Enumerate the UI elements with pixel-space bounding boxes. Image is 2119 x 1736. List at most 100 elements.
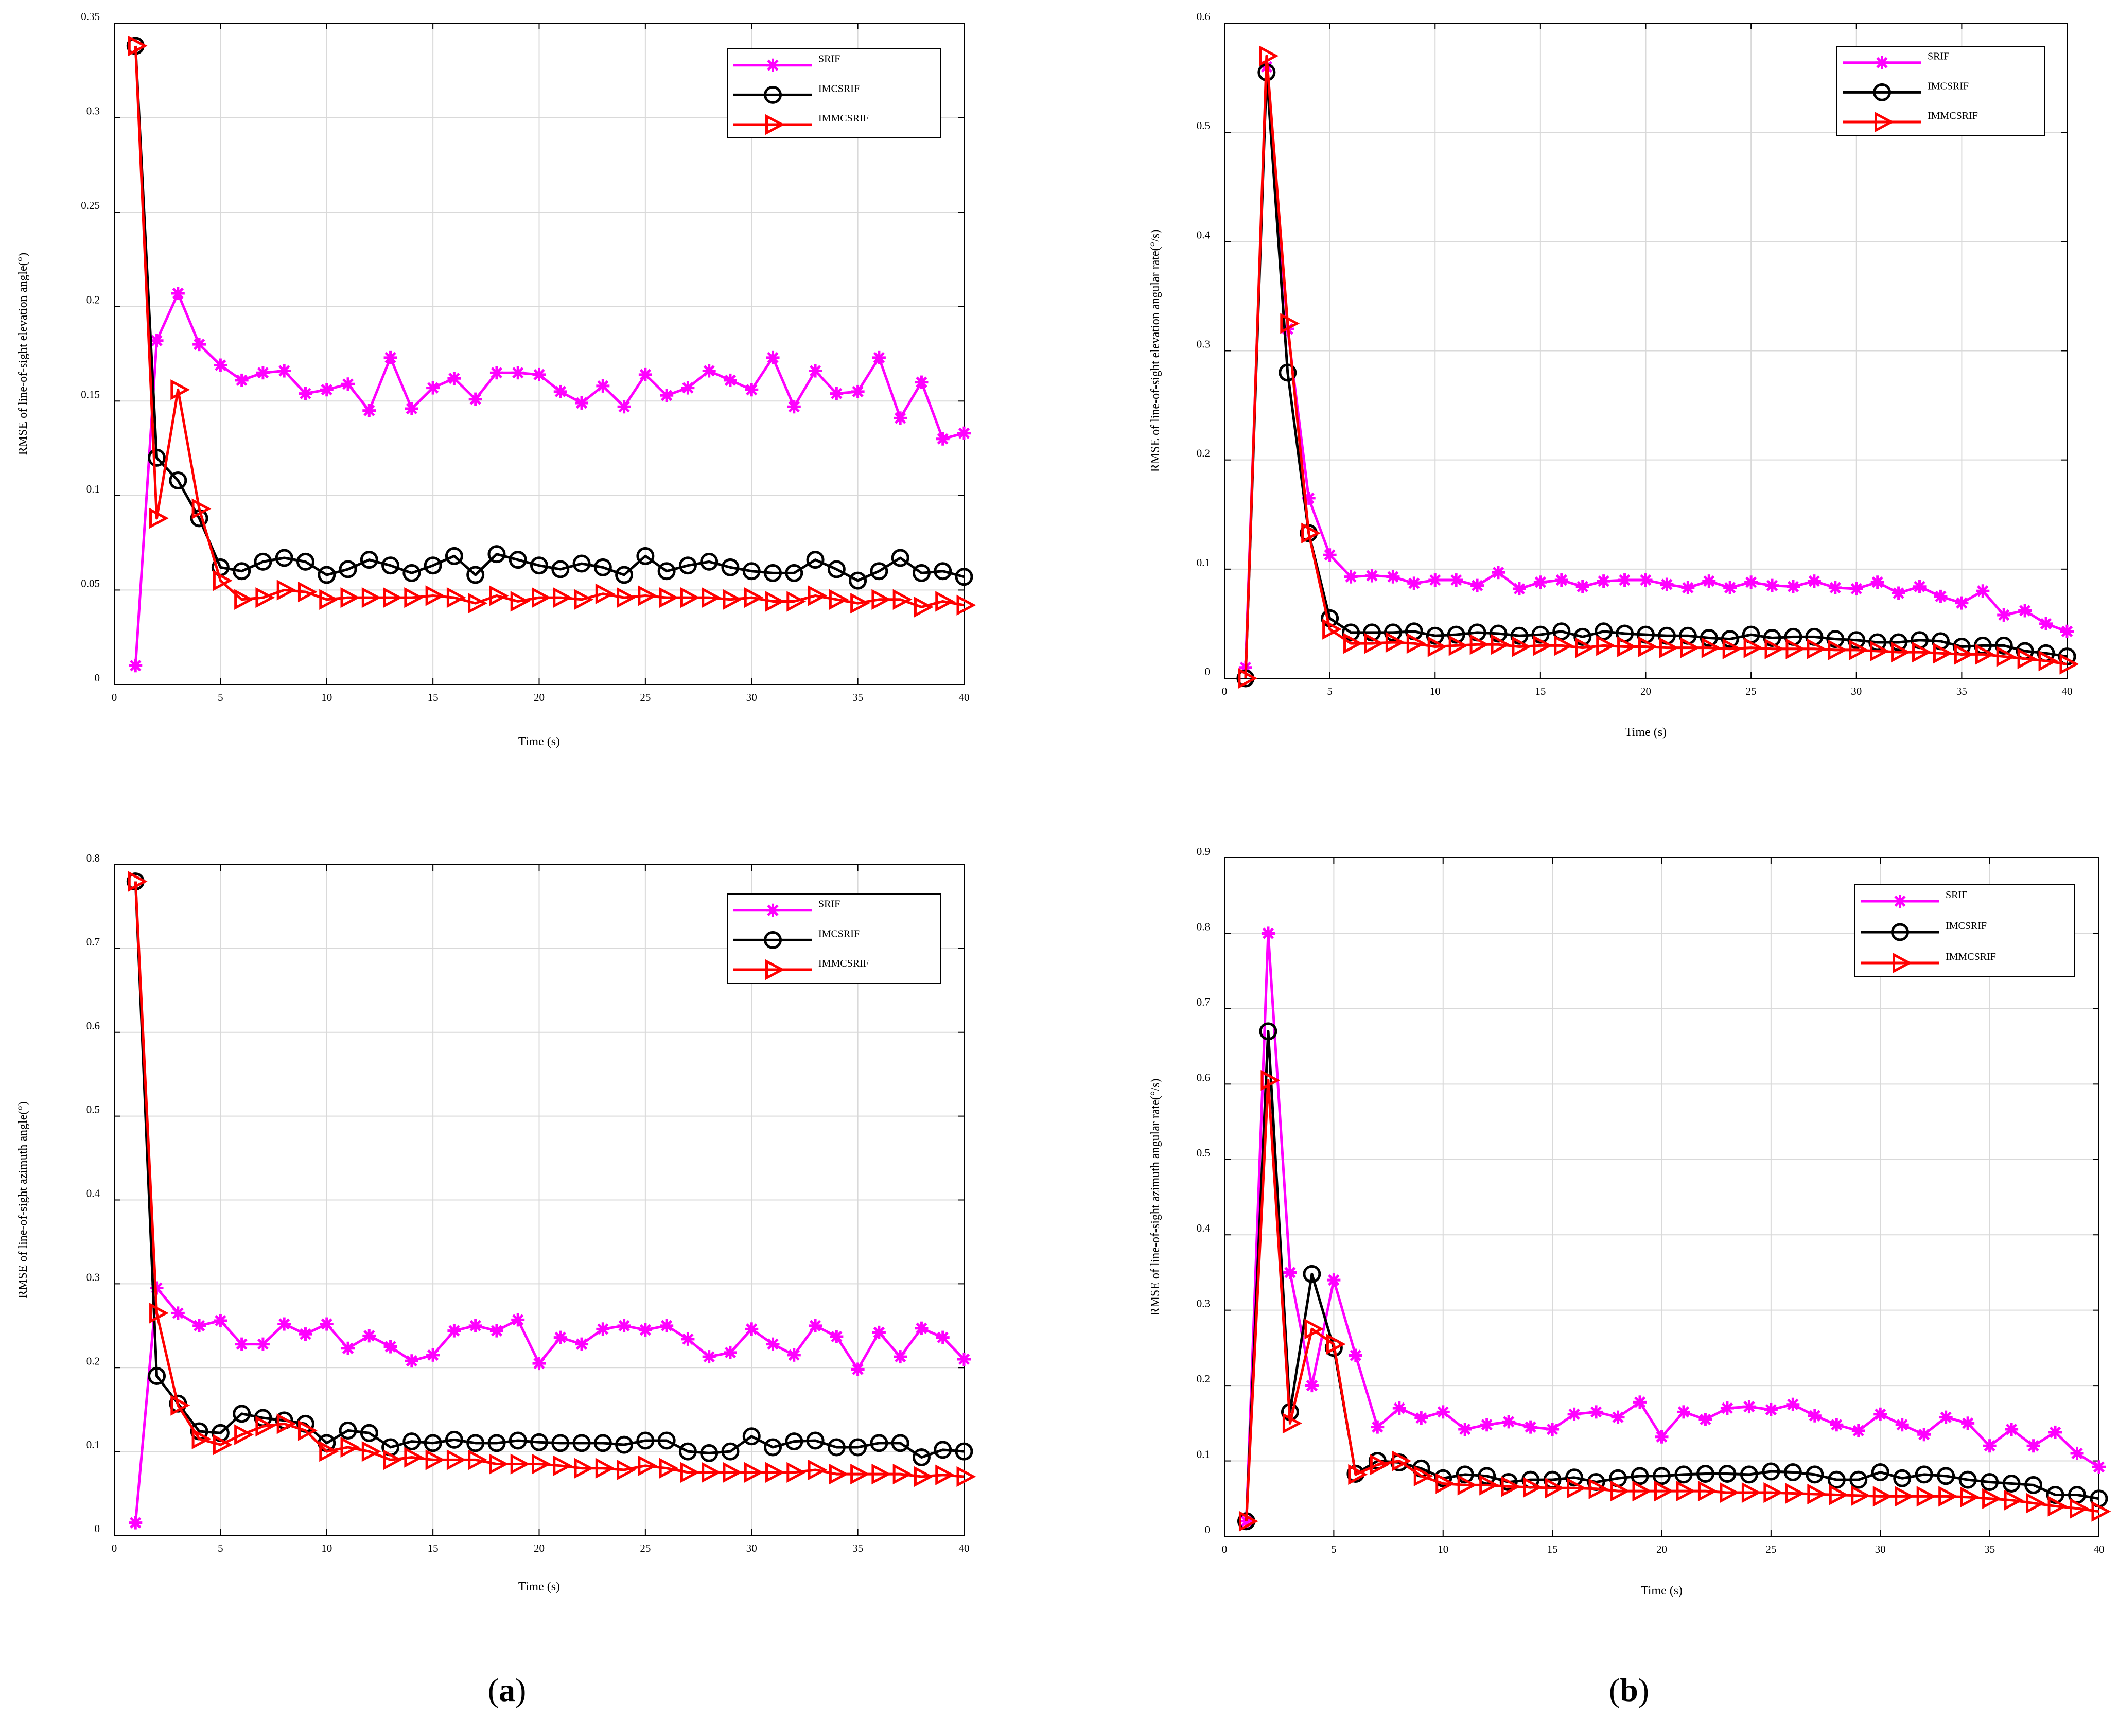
data-point bbox=[892, 589, 913, 610]
data-point bbox=[339, 1421, 357, 1440]
data-point bbox=[1933, 643, 1953, 664]
data-point bbox=[1428, 573, 1442, 587]
legend-label: IMMCSRIF bbox=[1928, 110, 1978, 121]
data-point bbox=[849, 571, 867, 590]
data-point bbox=[192, 1319, 206, 1332]
legend-marker bbox=[1873, 83, 1891, 101]
data-point bbox=[1238, 668, 1258, 689]
data-point bbox=[936, 1330, 950, 1344]
data-point bbox=[297, 581, 318, 603]
data-point bbox=[1554, 635, 1574, 656]
data-point bbox=[1849, 1470, 1868, 1489]
y-tick-label: 0.6 bbox=[86, 1020, 100, 1032]
data-point bbox=[957, 426, 971, 440]
data-point bbox=[553, 1330, 567, 1344]
x-tick-label: 5 bbox=[1331, 1543, 1337, 1555]
data-point bbox=[1322, 619, 1342, 640]
data-point bbox=[2070, 1498, 2089, 1519]
data-point bbox=[214, 1314, 227, 1328]
data-point bbox=[1720, 1401, 1734, 1415]
y-tick-label: 0.3 bbox=[86, 1271, 100, 1283]
data-point bbox=[1617, 636, 1637, 657]
data-point bbox=[1427, 636, 1447, 657]
data-point bbox=[1937, 1467, 1955, 1485]
data-point bbox=[361, 587, 381, 608]
data-point bbox=[1364, 633, 1384, 654]
data-point bbox=[2039, 617, 2053, 630]
data-point bbox=[511, 366, 525, 380]
legend-label: SRIF bbox=[818, 54, 840, 65]
data-point bbox=[934, 1441, 952, 1459]
data-point bbox=[1982, 1488, 2002, 1509]
y-axis-label: RMSE of line-of-sight elevation angular … bbox=[1149, 230, 1162, 472]
data-point bbox=[129, 1516, 143, 1530]
data-point bbox=[1447, 625, 1465, 644]
x-tick-label: 10 bbox=[1438, 1543, 1448, 1555]
series-line bbox=[134, 1287, 965, 1523]
legend-box bbox=[1836, 46, 2045, 136]
x-tick-label: 25 bbox=[640, 691, 651, 704]
data-point bbox=[426, 1348, 440, 1362]
data-point bbox=[1895, 1486, 1915, 1507]
x-tick-label: 40 bbox=[2062, 685, 2073, 697]
y-axis-label: RMSE of line-of-sight azimuth angle(°) bbox=[16, 1101, 30, 1299]
data-point bbox=[256, 1337, 270, 1351]
data-point bbox=[1762, 1462, 1780, 1481]
data-point bbox=[1975, 644, 1995, 665]
data-point bbox=[445, 547, 463, 565]
data-point bbox=[532, 587, 551, 608]
data-point bbox=[871, 1463, 891, 1485]
data-point bbox=[1660, 577, 1674, 591]
data-point bbox=[849, 1438, 867, 1457]
data-point bbox=[1994, 636, 2013, 655]
data-point bbox=[1806, 1465, 1824, 1484]
data-point bbox=[1533, 575, 1547, 589]
data-point bbox=[1343, 633, 1363, 654]
data-point bbox=[1595, 622, 1613, 641]
data-point bbox=[510, 1453, 530, 1475]
data-point bbox=[1301, 522, 1321, 543]
series-immcsrif bbox=[128, 871, 976, 1487]
data-point bbox=[1955, 596, 1969, 610]
data-point bbox=[1720, 1482, 1740, 1503]
data-point bbox=[510, 591, 530, 612]
data-point bbox=[1912, 641, 1932, 663]
data-point bbox=[192, 338, 206, 352]
data-point bbox=[891, 549, 909, 567]
data-point bbox=[1448, 635, 1468, 656]
data-point bbox=[766, 350, 780, 364]
data-point bbox=[1954, 644, 1974, 665]
data-point bbox=[339, 560, 357, 578]
series-line bbox=[134, 881, 965, 1478]
data-point bbox=[489, 366, 503, 380]
x-tick-label: 30 bbox=[1875, 1543, 1886, 1555]
data-point bbox=[595, 583, 615, 604]
data-point bbox=[830, 387, 844, 400]
data-point bbox=[468, 392, 482, 406]
data-point bbox=[956, 594, 976, 616]
data-point bbox=[744, 1462, 764, 1483]
data-point bbox=[234, 589, 254, 610]
data-point bbox=[148, 1367, 166, 1386]
legend-label: IMMCSRIF bbox=[818, 958, 869, 969]
data-point bbox=[1721, 630, 1739, 648]
y-tick-label: 0.7 bbox=[1197, 996, 1210, 1008]
data-point bbox=[319, 1441, 339, 1462]
legend-label: SRIF bbox=[818, 899, 840, 910]
legend-label: IMCSRIF bbox=[818, 83, 860, 94]
x-tick-label: 40 bbox=[959, 1542, 970, 1554]
series-imcsrif bbox=[126, 872, 973, 1467]
x-tick-label: 25 bbox=[640, 1542, 651, 1554]
data-point bbox=[1826, 630, 1845, 648]
legend-marker bbox=[764, 85, 782, 104]
x-tick-label: 0 bbox=[1222, 1543, 1228, 1555]
data-point bbox=[509, 1431, 527, 1450]
data-point bbox=[702, 1350, 716, 1364]
data-point bbox=[638, 1455, 658, 1476]
data-point bbox=[744, 587, 764, 608]
data-point bbox=[572, 554, 591, 573]
data-point bbox=[1545, 1478, 1565, 1499]
caption-a: (a) bbox=[488, 1672, 527, 1708]
data-point bbox=[2060, 624, 2074, 638]
y-tick-label: 0 bbox=[95, 1522, 100, 1535]
